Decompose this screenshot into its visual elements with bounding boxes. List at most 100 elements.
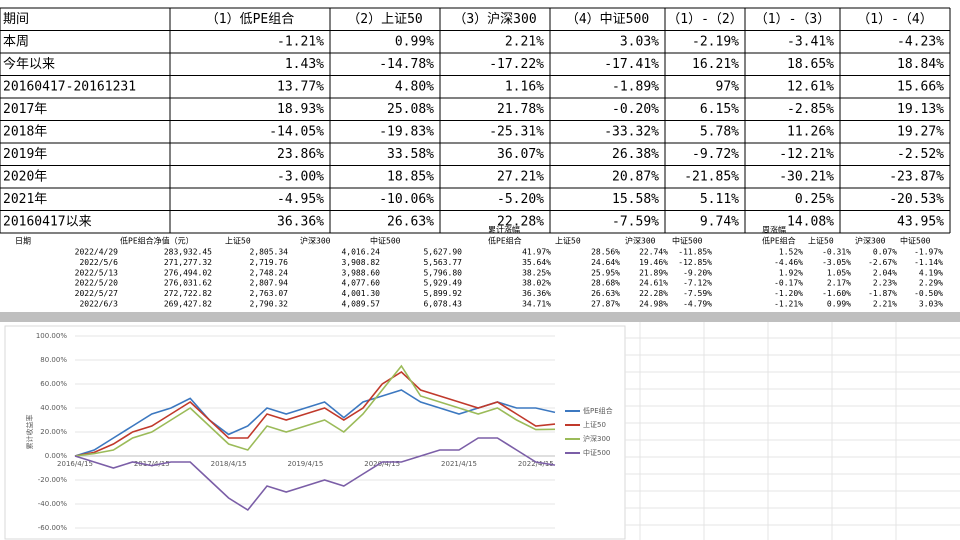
table-header: （1）-（3） <box>755 12 830 27</box>
sheet-cell: 28.68% <box>591 279 620 288</box>
table-header: （1）低PE组合 <box>206 12 294 27</box>
sheet-cell: 2022/4/29 <box>75 248 119 257</box>
sheet-cell: 3,988.60 <box>341 268 380 277</box>
sheet-cell: 272,722.82 <box>164 289 212 298</box>
table-cell: 18.84% <box>897 57 944 72</box>
table-cell: 1.16% <box>505 79 544 94</box>
sheet-cell: 276,494.02 <box>164 268 212 277</box>
table-cell: -23.87% <box>889 169 944 184</box>
sheet-cell: -9.20% <box>683 268 712 277</box>
sheet-cell: -7.12% <box>683 279 712 288</box>
table-cell: 97% <box>716 79 740 94</box>
table-cell: 2020年 <box>3 169 47 184</box>
sheet-cell: -0.50% <box>914 289 943 298</box>
sheet-header: 中证500 <box>370 236 401 246</box>
sheet-cell: 2022/5/13 <box>75 268 119 277</box>
sheet-cell: -1.87% <box>868 289 897 298</box>
sheet-cell: -1.20% <box>774 289 803 298</box>
legend-label: 上证50 <box>583 420 606 429</box>
table-header: （1）-（4） <box>857 12 932 27</box>
table-cell: 20.87% <box>612 169 659 184</box>
sheet-cell: 38.02% <box>522 279 551 288</box>
sheet-cell: 1.92% <box>779 268 803 277</box>
table-cell: 今年以来 <box>3 56 55 72</box>
sheet-cell: 22.74% <box>639 248 668 257</box>
y-tick-label: 20.00% <box>40 428 67 436</box>
table-cell: -10.06% <box>379 192 434 207</box>
table-cell: 13.77% <box>277 79 324 94</box>
sheet-cell: 4,089.57 <box>341 300 380 309</box>
sheet-cell: 24.98% <box>639 300 668 309</box>
table-cell: 5.11% <box>700 192 739 207</box>
sheet-cell: 2,805.34 <box>249 248 288 257</box>
table-header: （2）上证50 <box>347 12 422 27</box>
table-cell: 本周 <box>3 34 29 49</box>
group-header: 累计涨幅 <box>488 225 520 235</box>
sheet-cell: 1.52% <box>779 248 803 257</box>
sheet-cell: 35.64% <box>522 258 551 267</box>
sheet-cell: 2022/5/27 <box>75 289 119 298</box>
series-line <box>74 370 556 457</box>
y-axis-title: 累计收益率 <box>25 415 34 450</box>
table-cell: 20160417-20161231 <box>3 79 136 94</box>
table-cell: -3.00% <box>277 169 324 184</box>
sheet-cell: 36.36% <box>522 289 551 298</box>
sheet-cell: 5,796.80 <box>423 268 462 277</box>
table-cell: 18.85% <box>387 169 434 184</box>
table-cell: -0.20% <box>612 102 659 117</box>
y-tick-label: 60.00% <box>40 380 67 388</box>
sheet-cell: 27.87% <box>591 300 620 309</box>
sheet-header: 低PE组合净值（元） <box>120 236 194 246</box>
table-cell: -4.95% <box>277 192 324 207</box>
sheet-cell: -3.05% <box>822 258 851 267</box>
table-cell: -2.85% <box>787 102 834 117</box>
table-header: （4）中证500 <box>566 12 649 27</box>
legend-label: 沪深300 <box>583 434 610 443</box>
table-cell: 4.80% <box>395 79 434 94</box>
sheet-header: 上证50 <box>555 237 581 246</box>
sheet-cell: -1.97% <box>914 248 943 257</box>
sheet-cell: 276,031.62 <box>164 279 212 288</box>
sheet-cell: 26.63% <box>591 289 620 298</box>
table-cell: -2.19% <box>692 34 739 49</box>
table-cell: -4.23% <box>897 34 944 49</box>
sheet-cell: 24.61% <box>639 279 668 288</box>
table-cell: 22.28% <box>497 214 544 229</box>
table-cell: 6.15% <box>700 102 739 117</box>
sheet-cell: 2.29% <box>919 279 943 288</box>
table-cell: 36.36% <box>277 214 324 229</box>
table-cell: 3.03% <box>620 34 659 49</box>
sheet-cell: 34.71% <box>522 300 551 309</box>
sheet-cell: -0.17% <box>774 279 803 288</box>
sheet-cell: 24.64% <box>591 258 620 267</box>
y-tick-label: -60.00% <box>38 524 68 532</box>
sheet-cell: 25.95% <box>591 268 620 277</box>
table-cell: -25.31% <box>489 124 544 139</box>
sheet-header: 低PE组合 <box>488 236 522 246</box>
legend-label: 低PE组合 <box>583 406 613 415</box>
sheet-cell: -2.67% <box>868 258 897 267</box>
series-line <box>74 437 556 512</box>
sheet-cell: -12.85% <box>678 258 712 267</box>
table-cell: 25.08% <box>387 102 434 117</box>
table-cell: 23.86% <box>277 147 324 162</box>
table-cell: -21.85% <box>684 169 739 184</box>
sheet-cell: 2.23% <box>873 279 897 288</box>
y-tick-label: 80.00% <box>40 356 67 364</box>
sheet-cell: -1.60% <box>822 289 851 298</box>
x-tick-label: 2016/4/15 <box>57 460 93 468</box>
table-cell: 14.08% <box>787 214 834 229</box>
sheet-cell: 22.28% <box>639 289 668 298</box>
sheet-cell: 4.19% <box>919 268 943 277</box>
sheet-cell: 2022/6/3 <box>79 300 118 309</box>
table-cell: 33.58% <box>387 147 434 162</box>
y-tick-label: 100.00% <box>36 332 67 340</box>
table-cell: -1.89% <box>612 79 659 94</box>
table-cell: -14.78% <box>379 57 434 72</box>
table-cell: 36.07% <box>497 147 544 162</box>
separator-bar <box>0 312 960 322</box>
sheet-cell: 21.89% <box>639 268 668 277</box>
sheet-cell: 2.04% <box>873 268 897 277</box>
